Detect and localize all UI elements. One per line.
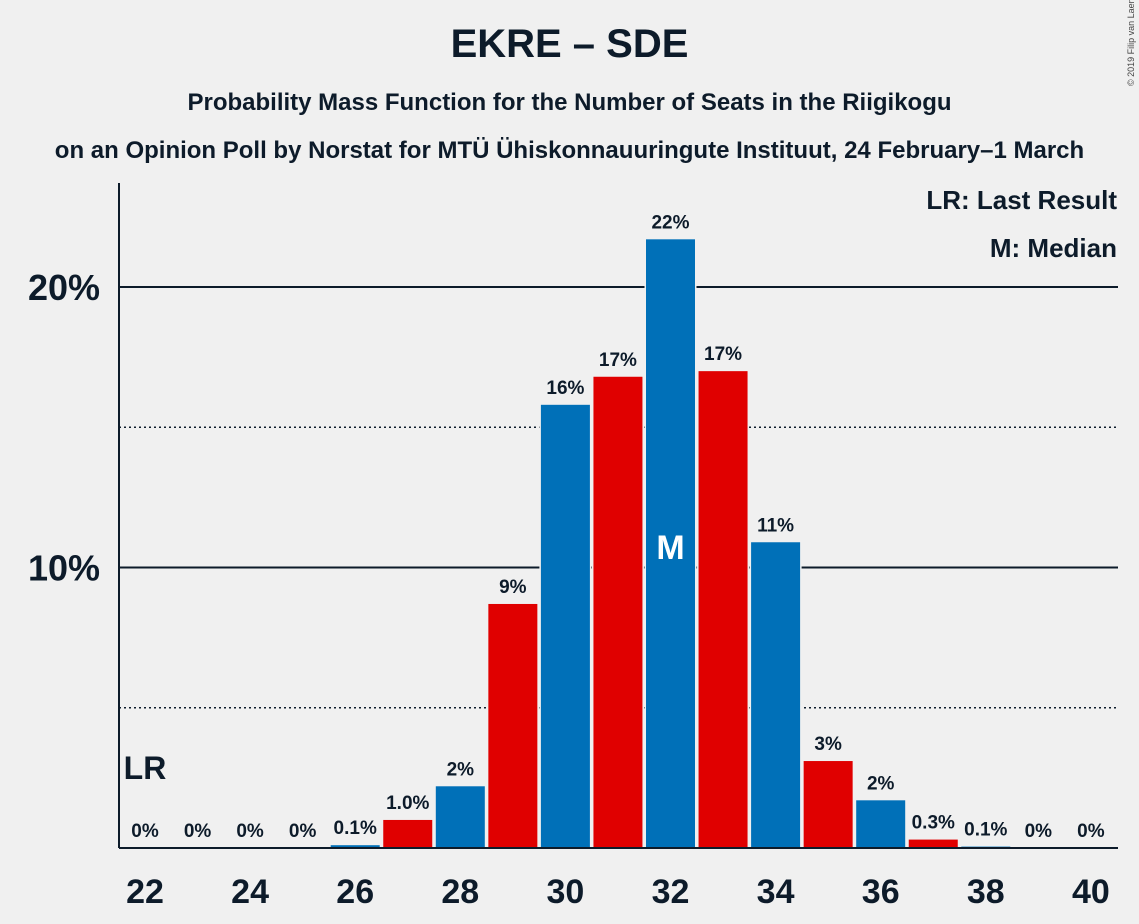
data-label-seat-32: 22%: [651, 212, 689, 233]
legend-last-result: LR: Last Result: [926, 185, 1117, 215]
y-tick-label: 10%: [28, 548, 100, 589]
bar-seat-29: [488, 603, 538, 848]
x-tick-label: 32: [652, 873, 690, 911]
x-tick-labels: 22 24 26 28 30 32 34 36 38 40: [126, 873, 1110, 911]
bar-seat-26: [330, 845, 380, 848]
data-label-seat-34: 11%: [757, 515, 794, 536]
markers-group: LR M: [124, 529, 685, 786]
bar-seat-28: [435, 786, 485, 848]
x-tick-label: 26: [336, 873, 374, 911]
chart-source-line: on an Opinion Poll by Norstat for MTÜ Üh…: [54, 137, 1085, 164]
data-label-seat-25: 0%: [289, 821, 317, 842]
data-label-seat-31: 17%: [599, 350, 637, 371]
median-marker: M: [656, 529, 684, 567]
x-tick-label: 22: [126, 873, 164, 911]
bar-seat-35: [803, 761, 853, 848]
data-label-seat-28: 2%: [447, 759, 475, 780]
bar-seat-33: [698, 371, 748, 848]
data-label-seat-40: 0%: [1077, 821, 1105, 842]
y-tick-labels: 10% 20%: [28, 267, 100, 589]
x-tick-label: 38: [967, 873, 1005, 911]
bar-seat-37: [908, 839, 958, 848]
bar-seat-32: [646, 239, 695, 848]
bar-gap: [959, 845, 1012, 848]
data-label-seat-22: 0%: [131, 821, 159, 842]
bar-seat-27: [383, 819, 433, 848]
x-tick-label: 40: [1072, 873, 1110, 911]
data-label-seat-39: 0%: [1025, 821, 1053, 842]
x-tick-label: 34: [757, 873, 795, 911]
data-label-seat-24: 0%: [236, 821, 264, 842]
chart-title: EKRE – SDE: [450, 22, 689, 66]
data-label-seat-33: 17%: [704, 344, 742, 365]
x-tick-label: 30: [546, 873, 584, 911]
chart-subtitle: Probability Mass Function for the Number…: [187, 89, 952, 116]
legend-median: M: Median: [990, 233, 1117, 263]
bar-seat-36: [856, 800, 906, 848]
bar-seat-30: [540, 404, 590, 848]
data-label-seat-37: 0.3%: [912, 813, 955, 834]
data-label-seat-35: 3%: [814, 734, 842, 755]
data-label-seat-30: 16%: [546, 378, 584, 399]
data-label-seat-23: 0%: [184, 821, 212, 842]
x-tick-label: 28: [441, 873, 479, 911]
y-tick-label: 20%: [28, 267, 100, 308]
bars-group: [329, 237, 1012, 848]
data-label-seat-29: 9%: [499, 577, 527, 598]
bar-seat-34: [751, 542, 801, 848]
data-label-seat-26: 0.1%: [334, 818, 377, 839]
x-tick-label: 24: [231, 873, 269, 911]
bar-seat-31: [593, 376, 643, 848]
last-result-marker: LR: [124, 750, 167, 786]
data-label-seat-27: 1.0%: [386, 793, 429, 814]
data-label-seat-36: 2%: [867, 773, 895, 794]
x-tick-label: 36: [862, 873, 900, 911]
data-label-seat-38: 0.1%: [964, 820, 1007, 841]
data-labels-group: 0% 0% 0% 0% 0.1% 1.0% 2% 9% 16% 17% 22% 17% 11% 3% 2% 0…: [131, 212, 1104, 842]
